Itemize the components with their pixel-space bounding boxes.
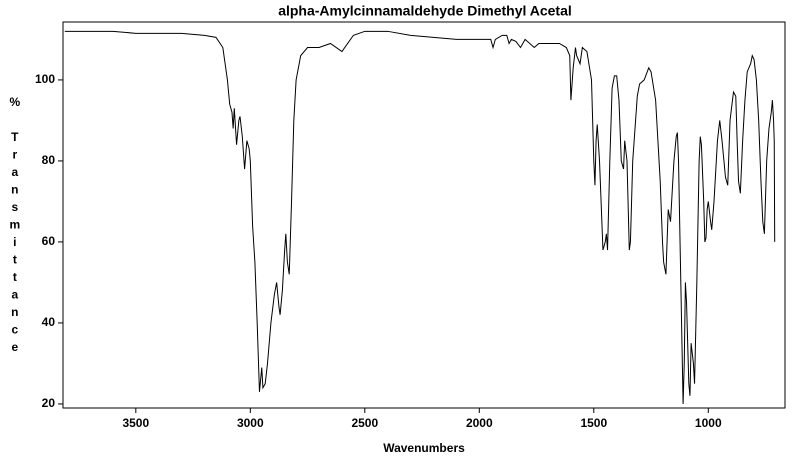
y-tick-label: 20 <box>42 396 56 410</box>
x-tick-label: 2500 <box>351 416 378 430</box>
y-axis-label: % Transmittance <box>8 95 22 358</box>
x-tick-label: 1000 <box>695 416 722 430</box>
y-tick-label: 100 <box>35 72 55 86</box>
plot-frame <box>62 21 786 409</box>
x-tick-label: 1500 <box>580 416 607 430</box>
y-tick-label: 40 <box>42 315 56 329</box>
x-axis-label: Wavenumbers <box>383 441 465 455</box>
y-tick-label: 60 <box>42 234 56 248</box>
x-tick-label: 2000 <box>466 416 493 430</box>
spectrum-line <box>64 30 776 404</box>
x-tick-label: 3000 <box>237 416 264 430</box>
x-tick-label: 3500 <box>122 416 149 430</box>
y-tick-label: 80 <box>42 153 56 167</box>
chart-title: alpha-Amylcinnamaldehyde Dimethyl Acetal <box>278 3 572 19</box>
